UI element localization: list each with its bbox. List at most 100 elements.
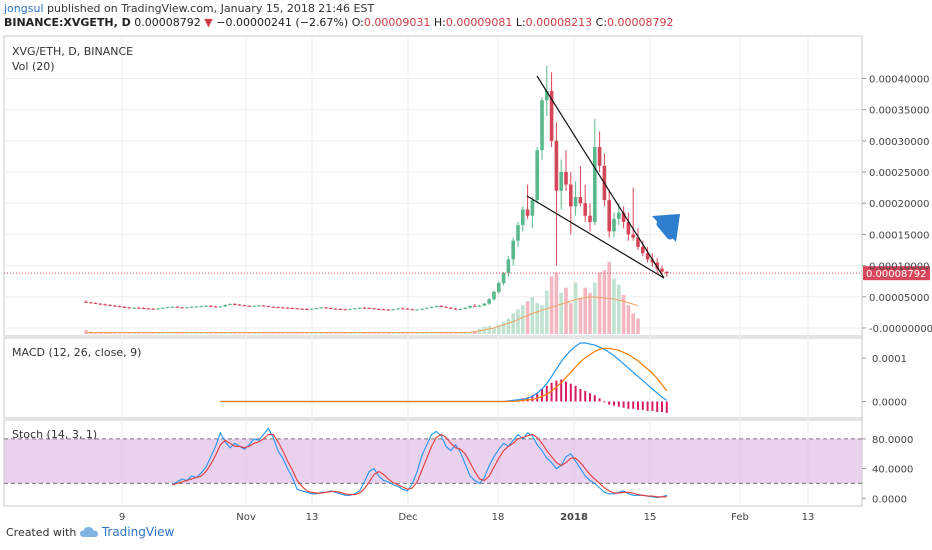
macd-pane[interactable] (3, 337, 863, 419)
volume-bar (573, 282, 578, 334)
volume-bar (463, 332, 467, 334)
macd-histogram-bar (613, 401, 615, 406)
breakout-arrow-icon[interactable] (652, 214, 680, 242)
volume-bar (353, 333, 357, 334)
low-label: L: (515, 16, 526, 29)
candle-body (113, 305, 117, 307)
tradingview-logo[interactable]: TradingView (80, 525, 174, 539)
candle-body (367, 308, 371, 310)
volume-bar (271, 333, 275, 334)
volume-bar (137, 333, 141, 334)
macd-histogram-bar (656, 401, 659, 412)
candle-body (645, 253, 650, 260)
volume-bar (247, 333, 251, 334)
volume-bar (98, 332, 103, 334)
volume-bar (281, 333, 285, 334)
volume-bar (477, 328, 482, 334)
volume-bar (434, 333, 439, 334)
candle-body (290, 308, 295, 310)
volume-bar (329, 333, 333, 334)
volume-bar (357, 333, 362, 334)
candle-body (199, 306, 203, 308)
candle-body (285, 307, 290, 309)
candle-body (415, 309, 419, 311)
volume-bar (487, 325, 491, 334)
wedge-lower-trendline[interactable] (526, 195, 665, 279)
volume-bar (165, 333, 170, 334)
candle-body (314, 308, 319, 310)
candle-body (439, 305, 443, 307)
candle-body (165, 307, 170, 309)
volume-bar (175, 333, 179, 334)
candle-body (252, 305, 256, 307)
candle-body (319, 307, 323, 309)
volume-bar (108, 332, 112, 334)
candle-body (449, 307, 453, 309)
candle-body (377, 308, 381, 310)
candle-body (405, 308, 410, 310)
candle-body (593, 147, 597, 222)
candle-body (242, 305, 247, 307)
x-tick-label: 18 (492, 512, 505, 523)
macd-histogram-bar (661, 401, 663, 412)
volume-bar (559, 292, 563, 334)
candle-body (487, 299, 491, 304)
candle-body (305, 308, 309, 310)
volume-bar (473, 330, 477, 334)
macd-histogram-bar (584, 391, 587, 402)
candle-body (463, 307, 467, 309)
macd-histogram-bar (617, 401, 620, 407)
candle-body (295, 308, 299, 310)
candle-body (194, 306, 199, 308)
macd-histogram-bar (608, 401, 611, 405)
macd-histogram-bar (665, 401, 668, 413)
stoch-band (4, 438, 862, 484)
volume-bar (377, 333, 381, 334)
x-tick-label: Nov (236, 512, 256, 523)
volume-bar (578, 298, 583, 334)
candle-body (146, 308, 151, 310)
wedge-upper-trendline[interactable] (536, 75, 665, 279)
volume-bar (405, 333, 410, 334)
volume-label: Vol (20) (12, 60, 55, 73)
volume-bar (146, 333, 151, 334)
volume-bar (626, 305, 631, 334)
macd-histogram-bar (579, 388, 582, 402)
candle-body (309, 308, 314, 310)
candle-body (324, 307, 328, 309)
x-tick-label: 2018 (560, 512, 588, 523)
candle-body (434, 305, 439, 307)
candle-body (180, 307, 184, 309)
candle-body (521, 209, 525, 226)
close-value: 0.00008792 (607, 16, 674, 29)
candle-body (156, 308, 160, 310)
candle-body (525, 209, 530, 216)
volume-bar (530, 296, 535, 334)
macd-histogram-bar (565, 381, 567, 402)
candle-body (617, 212, 621, 219)
publisher-username[interactable]: jongsul (4, 2, 44, 15)
candle-body (329, 308, 333, 310)
volume-bar (617, 284, 621, 334)
x-tick-label: 9 (119, 512, 125, 523)
macd-histogram-bar (627, 401, 630, 409)
volume-bar (223, 333, 227, 334)
volume-bar (132, 333, 136, 334)
candle-body (132, 307, 136, 309)
volume-bar (506, 318, 511, 334)
candle-body (612, 218, 616, 232)
price-pane[interactable] (3, 35, 863, 337)
y-tick-label: 0.00020000 (869, 199, 929, 210)
macd-histogram-bar (598, 398, 601, 402)
volume-bar (233, 333, 237, 334)
volume-bar (569, 303, 573, 334)
candle-body (559, 172, 563, 191)
macd-histogram-bar (641, 401, 644, 410)
candle-body (650, 259, 655, 263)
volume-bar (449, 333, 453, 334)
volume-bar (305, 333, 309, 334)
volume-bar (338, 333, 343, 334)
candle-body (410, 309, 415, 311)
volume-bar (386, 333, 391, 334)
